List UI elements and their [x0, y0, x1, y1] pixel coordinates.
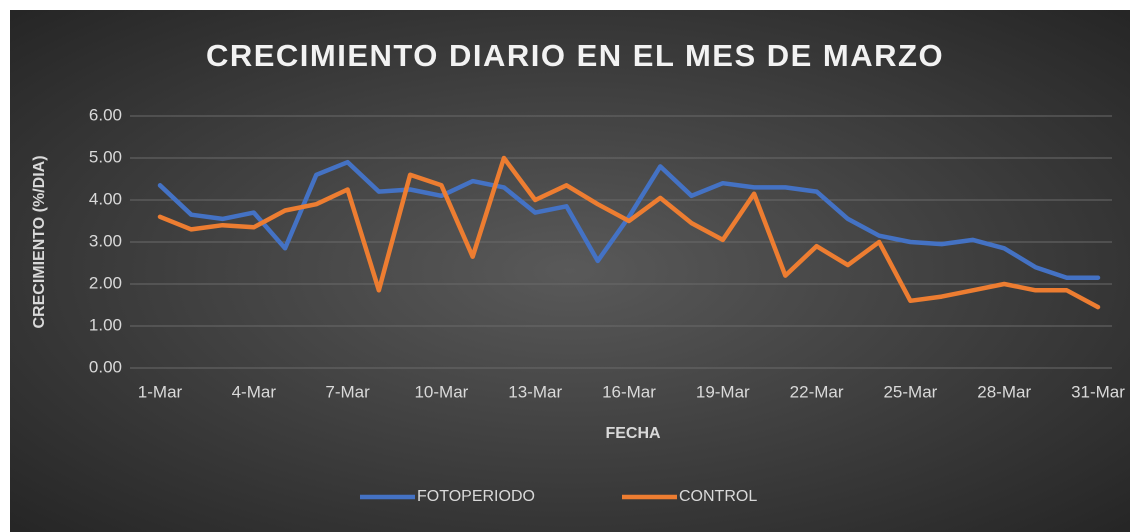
- chart-title: CRECIMIENTO DIARIO EN EL MES DE MARZO: [206, 38, 944, 73]
- x-tick-label: 25-Mar: [883, 382, 937, 401]
- x-tick-label: 7-Mar: [325, 382, 370, 401]
- y-tick-label: 5.00: [89, 147, 122, 166]
- y-tick-label: 1.00: [89, 315, 122, 334]
- x-tick-label: 4-Mar: [232, 382, 277, 401]
- series-line: [157, 155, 1101, 310]
- y-tick-label: 4.00: [89, 189, 122, 208]
- x-tick-label: 28-Mar: [977, 382, 1031, 401]
- legend-label: FOTOPERIODO: [417, 488, 535, 505]
- x-tick-label: 16-Mar: [602, 382, 656, 401]
- y-tick-label: 2.00: [89, 273, 122, 292]
- legend-label: CONTROL: [679, 488, 757, 505]
- x-axis-title: FECHA: [605, 425, 661, 442]
- y-tick-label: 3.00: [89, 231, 122, 250]
- y-tick-label: 6.00: [89, 105, 122, 124]
- y-axis-title: CRECIMIENTO (%/DIA): [31, 155, 48, 328]
- x-tick-label: 13-Mar: [508, 382, 562, 401]
- x-tick-label: 19-Mar: [696, 382, 750, 401]
- series-line: [157, 159, 1101, 280]
- x-tick-label: 10-Mar: [414, 382, 468, 401]
- x-tick-label: 1-Mar: [138, 382, 183, 401]
- x-tick-label: 31-Mar: [1071, 382, 1125, 401]
- y-tick-label: 0.00: [89, 357, 122, 376]
- chart-background: [10, 10, 1130, 532]
- x-tick-label: 22-Mar: [790, 382, 844, 401]
